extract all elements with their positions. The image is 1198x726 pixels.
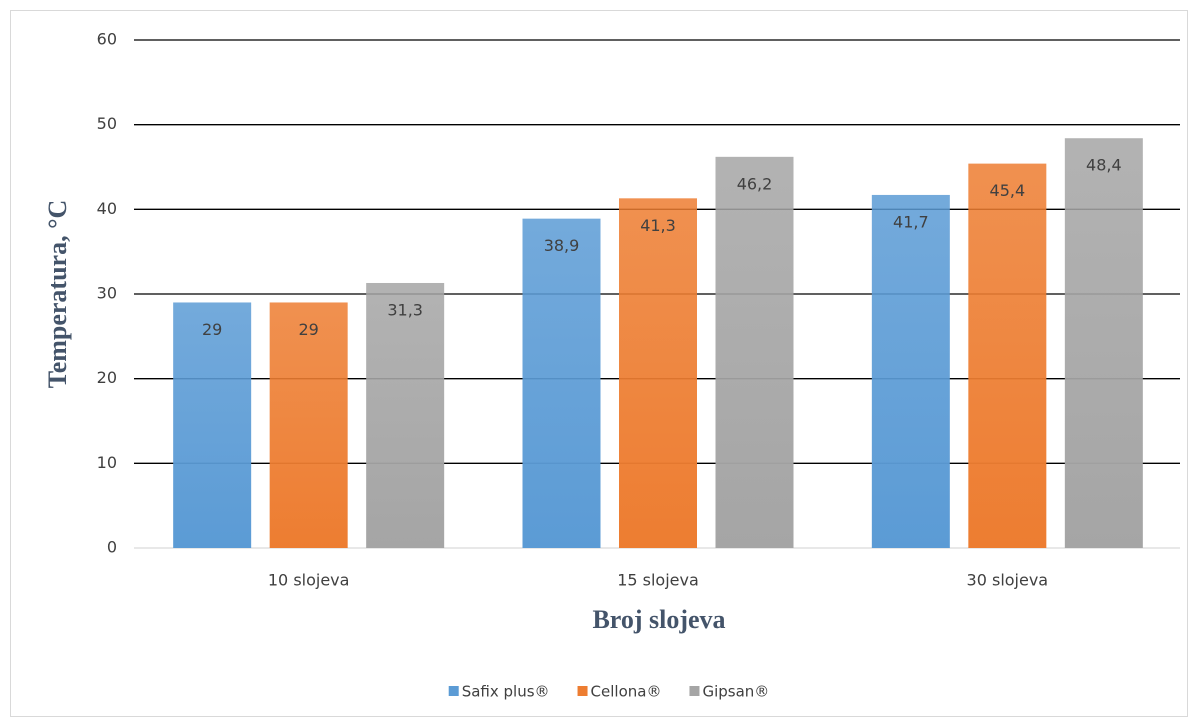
bar xyxy=(715,156,794,548)
y-tick-label: 30 xyxy=(97,284,117,303)
bar xyxy=(619,198,697,548)
y-tick-label: 50 xyxy=(97,114,117,133)
bar xyxy=(522,218,601,548)
data-label: 31,3 xyxy=(387,300,423,319)
bar xyxy=(366,282,445,548)
legend-label: Cellona® xyxy=(591,683,662,701)
legend-label: Safix plus® xyxy=(462,683,550,701)
x-axis-title: Broj slojeva xyxy=(592,605,725,634)
bar xyxy=(1064,138,1143,549)
data-label: 46,2 xyxy=(737,174,773,193)
x-tick-label: 10 slojeva xyxy=(268,571,350,590)
y-tick-label: 10 xyxy=(97,453,117,472)
data-label: 29 xyxy=(202,320,222,339)
x-tick-label: 30 slojeva xyxy=(967,571,1049,590)
data-label: 29 xyxy=(298,320,318,339)
bar xyxy=(871,194,950,548)
y-tick-label: 60 xyxy=(97,30,117,49)
legend: Safix plus® Cellona® Gipsan® xyxy=(448,683,769,701)
y-tick-label: 0 xyxy=(107,538,117,557)
legend-swatch xyxy=(577,686,588,696)
x-tick-label: 15 slojeva xyxy=(617,571,699,590)
legend-swatch xyxy=(689,686,700,696)
data-label: 45,4 xyxy=(990,181,1026,200)
bar xyxy=(173,302,252,548)
data-label: 41,7 xyxy=(893,212,929,231)
data-label: 48,4 xyxy=(1086,156,1122,175)
bar xyxy=(968,163,1047,548)
y-axis-title: Temperatura, °C xyxy=(43,200,72,389)
data-label: 38,9 xyxy=(544,236,580,255)
bar xyxy=(269,302,348,548)
y-tick-label: 40 xyxy=(97,199,117,218)
legend-label: Gipsan® xyxy=(702,683,769,701)
y-tick-label: 20 xyxy=(97,368,117,387)
legend-swatch xyxy=(448,686,459,696)
data-label: 41,3 xyxy=(640,216,676,235)
